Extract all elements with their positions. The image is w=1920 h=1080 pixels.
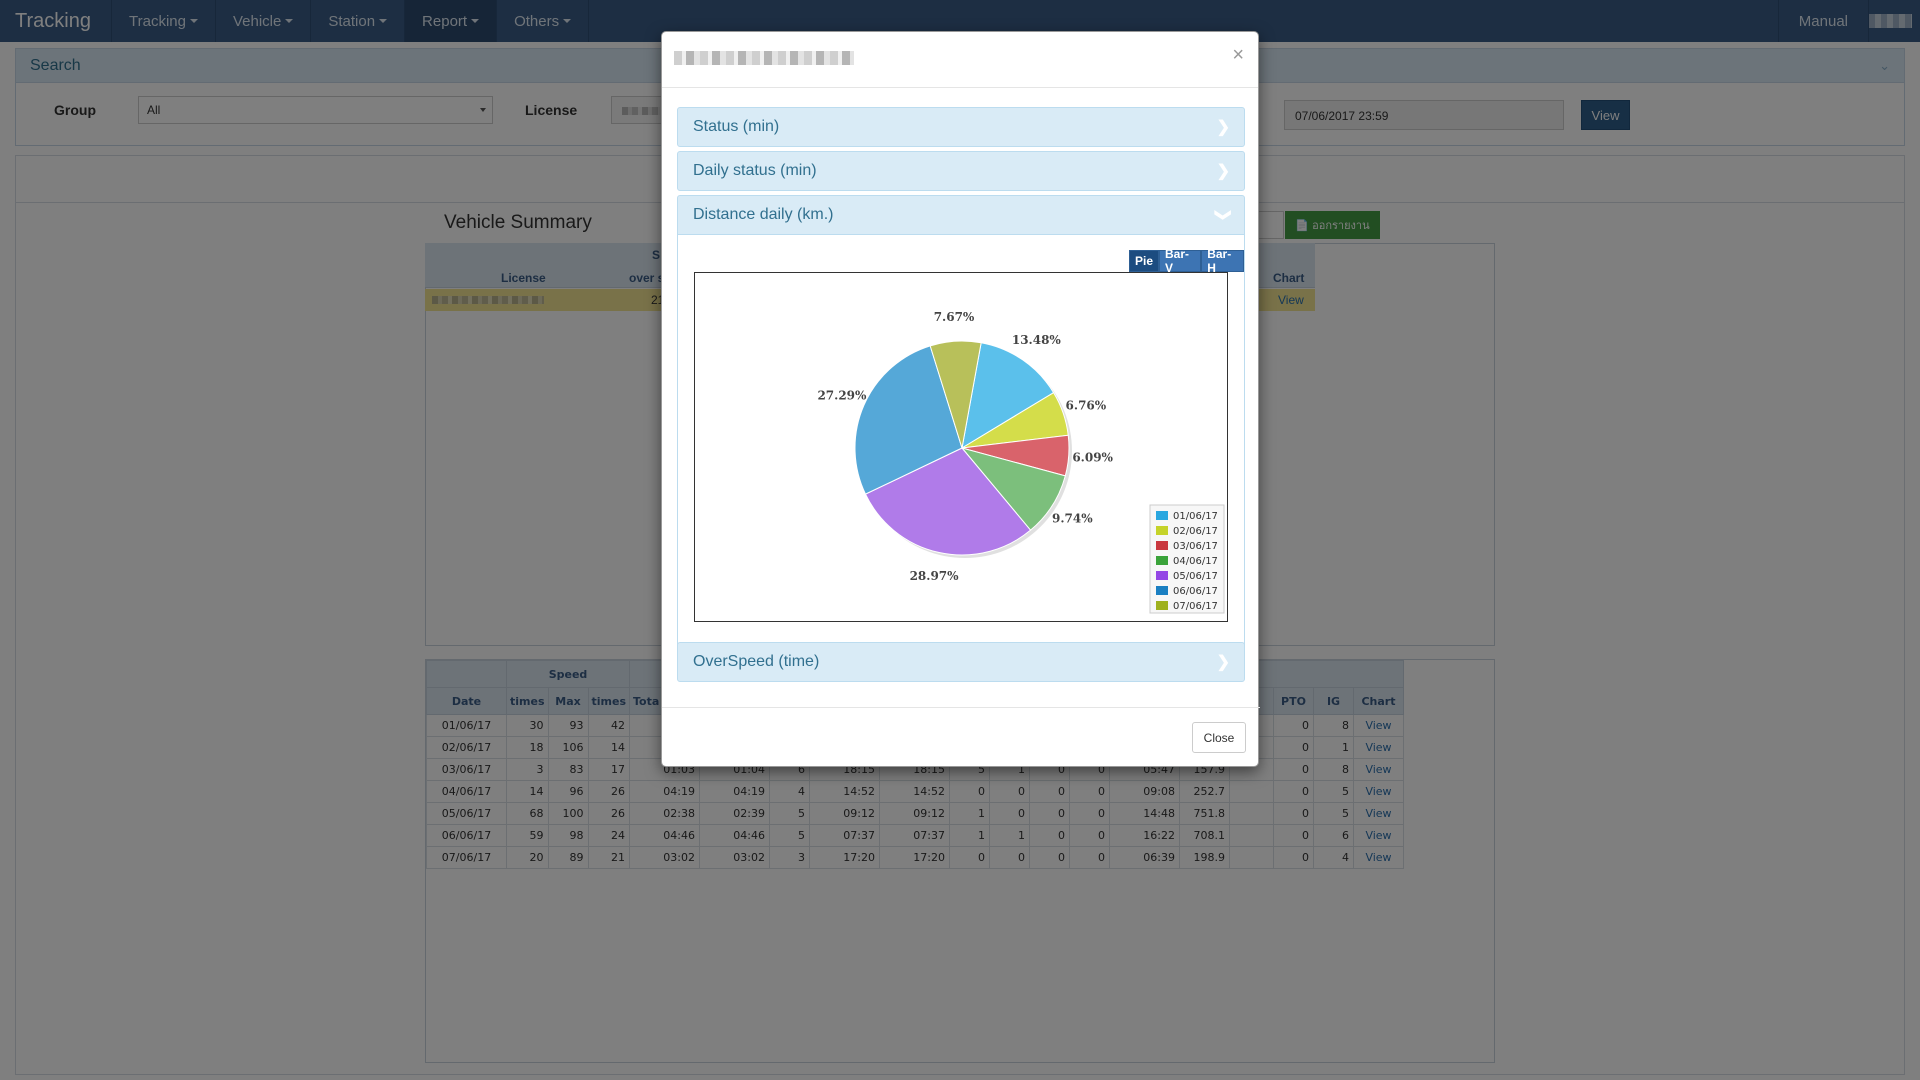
legend-swatch-5 — [1156, 571, 1168, 580]
legend-swatch-1 — [1156, 511, 1168, 520]
chart-bar-h-button[interactable]: Bar-H — [1201, 247, 1244, 275]
legend-label-4: 04/06/17 — [1173, 556, 1218, 567]
accordion-status-label: Status (min) — [693, 118, 780, 135]
pie-label-4: 9.74% — [1052, 512, 1093, 526]
legend-label-5: 05/06/17 — [1173, 571, 1218, 582]
legend-label-7: 07/06/17 — [1173, 601, 1218, 612]
chart-bar-v-button[interactable]: Bar-V — [1159, 247, 1202, 275]
pie-slice-7[interactable] — [929, 340, 982, 449]
pie-chart: 13.48% 6.76% 6.09% 9.74% 28.97% 27.29% 7.67% 01… — [817, 310, 1225, 614]
accordion-distance-daily[interactable]: Distance daily (km.) ❯ — [677, 195, 1245, 235]
accordion-overspeed[interactable]: OverSpeed (time) ❯ — [677, 642, 1245, 682]
legend-label-6: 06/06/17 — [1173, 586, 1218, 597]
accordion-distance-daily-label: Distance daily (km.) — [693, 206, 834, 223]
chevron-right-icon: ❯ — [1216, 163, 1230, 180]
chart-modal: × Status (min) ❯ Daily status (min) ❯ Di… — [661, 31, 1260, 768]
chart-pie-button[interactable]: Pie — [1129, 250, 1160, 272]
chevron-right-icon: ❯ — [1216, 654, 1230, 671]
pie-label-2: 6.76% — [1066, 398, 1107, 412]
distance-chart-panel: Pie Bar-V Bar-H 13.48% 6.76% 6.09% 9.74% 28.… — [677, 234, 1245, 669]
modal-close-button[interactable]: Close — [1192, 722, 1246, 753]
pie-chart-container: 13.48% 6.76% 6.09% 9.74% 28.97% 27.29% 7.67% 01… — [694, 272, 1228, 622]
legend-label-1: 01/06/17 — [1173, 511, 1218, 522]
legend-label-3: 03/06/17 — [1173, 541, 1218, 552]
pie-label-7: 7.67% — [934, 310, 975, 324]
legend-swatch-2 — [1156, 526, 1168, 535]
accordion-daily-status-label: Daily status (min) — [693, 162, 817, 179]
pie-legend: 01/06/17 02/06/17 03/06/17 04/06/17 05/06/17… — [1149, 504, 1225, 614]
chart-type-switcher: Pie Bar-V Bar-H — [1129, 247, 1244, 275]
pie-label-5: 28.97% — [910, 569, 960, 583]
pie-label-6: 27.29% — [817, 389, 867, 403]
chevron-right-icon: ❯ — [1216, 119, 1230, 136]
accordion-overspeed-label: OverSpeed (time) — [693, 653, 820, 670]
legend-swatch-3 — [1156, 541, 1168, 550]
close-icon[interactable]: × — [1232, 44, 1244, 66]
pie-slice-6[interactable] — [854, 345, 963, 495]
pie-label-1: 13.48% — [1012, 333, 1062, 347]
legend-swatch-7 — [1156, 601, 1168, 610]
modal-title-blurred — [674, 51, 854, 65]
chevron-down-icon: ❯ — [1214, 208, 1232, 222]
accordion-status[interactable]: Status (min) ❯ — [677, 107, 1245, 147]
legend-swatch-6 — [1156, 586, 1168, 595]
modal-header: × — [662, 32, 1258, 88]
accordion-daily-status[interactable]: Daily status (min) ❯ — [677, 151, 1245, 191]
pie-label-3: 6.09% — [1072, 450, 1113, 464]
pie-slice-1[interactable] — [961, 342, 1055, 450]
legend-swatch-4 — [1156, 556, 1168, 565]
modal-footer: Close — [662, 707, 1260, 768]
legend-label-2: 02/06/17 — [1173, 526, 1218, 537]
